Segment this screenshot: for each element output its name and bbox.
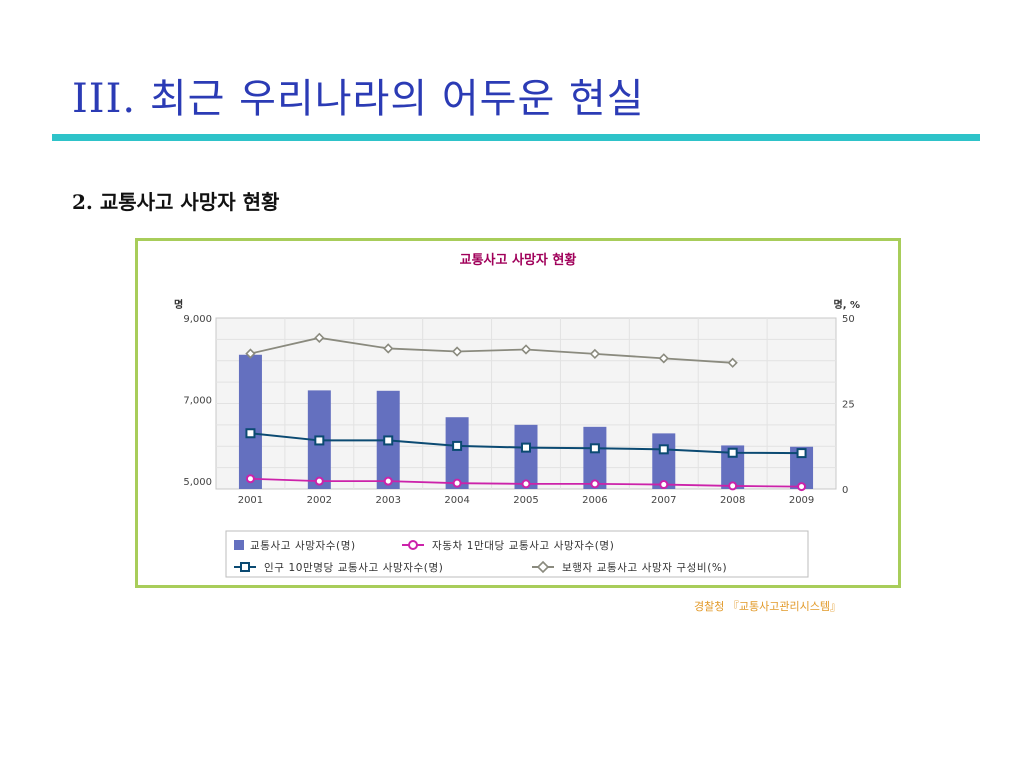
x-tick-label: 2008: [720, 495, 745, 506]
legend-label: 보행자 교통사고 사망자 구성비(%): [562, 562, 727, 574]
marker-diamond: [245, 348, 256, 359]
y-right-tick-label: 0: [842, 485, 848, 496]
slide-title: III. 최근 우리나라의 어두운 현실: [72, 76, 645, 122]
legend-box: [225, 530, 809, 578]
marker-square: [589, 443, 600, 454]
title-divider: [52, 134, 980, 141]
marker-circle: [452, 478, 462, 488]
marker-square: [727, 447, 738, 458]
marker-square: [245, 428, 256, 439]
marker-circle: [590, 479, 600, 489]
y-left-tick-label: 9,000: [183, 314, 212, 325]
marker-square: [658, 444, 669, 455]
legend-marker-diamond: [536, 560, 550, 574]
x-tick-label: 2004: [444, 495, 469, 506]
x-tick-label: 2006: [582, 495, 607, 506]
chart-title: 교통사고 사망자 현황: [460, 252, 577, 268]
marker-circle: [728, 481, 738, 491]
x-tick-label: 2001: [238, 495, 263, 506]
y-left-unit: 명: [174, 298, 183, 311]
y-left-tick-label: 5,000: [183, 477, 212, 488]
y-right-tick-label: 50: [842, 314, 855, 325]
marker-circle: [797, 482, 807, 492]
x-tick-label: 2003: [375, 495, 400, 506]
bar-fatalities: [583, 426, 607, 489]
marker-square: [383, 435, 394, 446]
marker-square: [796, 448, 807, 459]
source-note: 경찰청 『교통사고관리시스템』: [694, 600, 841, 613]
bar-fatalities: [790, 446, 814, 489]
x-tick-label: 2002: [307, 495, 332, 506]
marker-circle: [383, 476, 393, 486]
marker-circle: [245, 474, 255, 484]
marker-circle: [314, 476, 324, 486]
y-right-tick-label: 25: [842, 400, 855, 411]
legend-label: 인구 10만명당 교통사고 사망자수(명): [264, 562, 443, 574]
x-tick-label: 2007: [651, 495, 676, 506]
marker-square: [314, 435, 325, 446]
y-left-tick-label: 7,000: [183, 395, 212, 406]
marker-square: [452, 440, 463, 451]
marker-diamond: [451, 346, 463, 357]
marker-diamond: [589, 348, 601, 360]
bar-fatalities: [445, 417, 469, 489]
x-tick-label: 2009: [789, 495, 814, 506]
marker-diamond: [658, 353, 669, 364]
legend-label: 자동차 1만대당 교통사고 사망자수(명): [432, 540, 614, 552]
y-right-unit: 명, %: [834, 298, 861, 311]
marker-diamond: [727, 357, 738, 368]
series-line-3: [250, 336, 733, 364]
x-tick-label: 2005: [513, 495, 538, 506]
bar-fatalities: [721, 445, 745, 489]
legend-label: 교통사고 사망자수(명): [250, 540, 356, 552]
marker-square: [521, 442, 531, 453]
bar-fatalities: [514, 424, 538, 489]
traffic-fatalities-chart: 교통사고 사망자 현황명 명, % 9,000 7,000 5,000 50 25 0 2001…: [174, 252, 861, 578]
bar-fatalities: [238, 354, 262, 489]
legend-swatch-bar: [234, 540, 244, 550]
legend-marker-square: [240, 562, 250, 572]
marker-diamond: [520, 344, 532, 355]
bar-fatalities: [652, 433, 676, 489]
marker-diamond: [314, 332, 325, 343]
marker-diamond: [383, 343, 394, 354]
marker-circle: [521, 479, 531, 489]
section-heading: 2. 교통사고 사망자 현황: [72, 190, 280, 214]
marker-circle: [659, 480, 669, 490]
legend-marker-circle: [408, 540, 418, 550]
